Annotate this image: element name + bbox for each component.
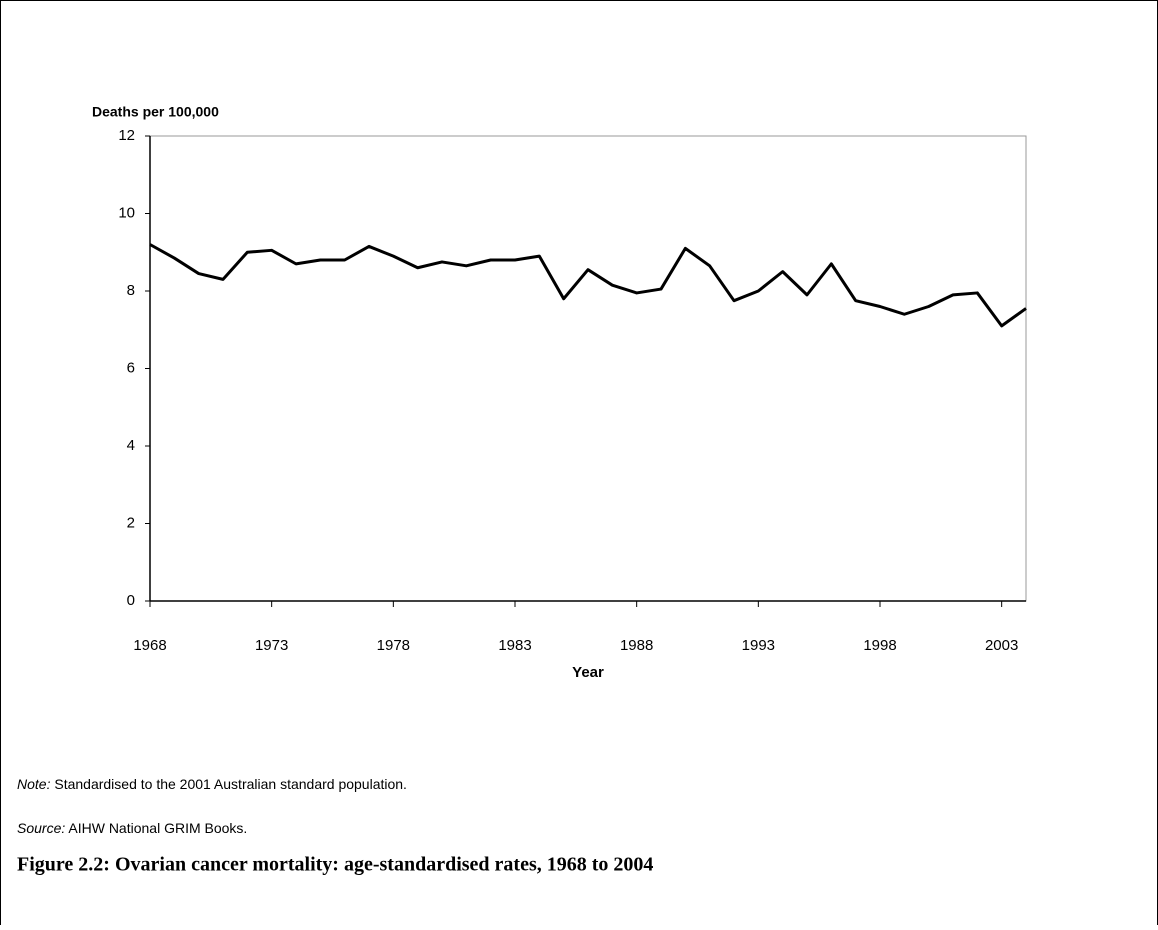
note-text: Standardised to the 2001 Australian stan… [54, 776, 407, 792]
y-tick-label: 0 [127, 592, 135, 609]
y-tick-label: 6 [127, 359, 135, 376]
x-tick-label: 1968 [133, 637, 166, 654]
y-tick-label: 2 [127, 514, 135, 531]
source-text: AIHW National GRIM Books. [68, 820, 247, 836]
plot-area [149, 135, 1027, 602]
source-label: Source: [17, 820, 65, 836]
x-tick-label: 2003 [985, 637, 1018, 654]
source: Source: AIHW National GRIM Books. [17, 820, 247, 836]
x-tick-label: 1998 [863, 637, 896, 654]
data-line [149, 243, 1027, 328]
x-tick-label: 1978 [377, 637, 410, 654]
note: Note: Standardised to the 2001 Australia… [17, 776, 407, 792]
y-axis-label: Deaths per 100,000 [92, 104, 219, 120]
y-tick-label: 12 [118, 127, 135, 144]
x-tick-label: 1988 [620, 637, 653, 654]
x-axis-label: Year [572, 664, 604, 681]
x-tick-label: 1983 [498, 637, 531, 654]
y-tick-label: 8 [127, 282, 135, 299]
y-tick-label: 4 [127, 437, 135, 454]
x-tick-label: 1993 [742, 637, 775, 654]
figure-caption: Figure 2.2: Ovarian cancer mortality: ag… [17, 854, 653, 876]
note-label: Note: [17, 776, 51, 792]
y-tick-label: 10 [118, 204, 135, 221]
x-tick-label: 1973 [255, 637, 288, 654]
